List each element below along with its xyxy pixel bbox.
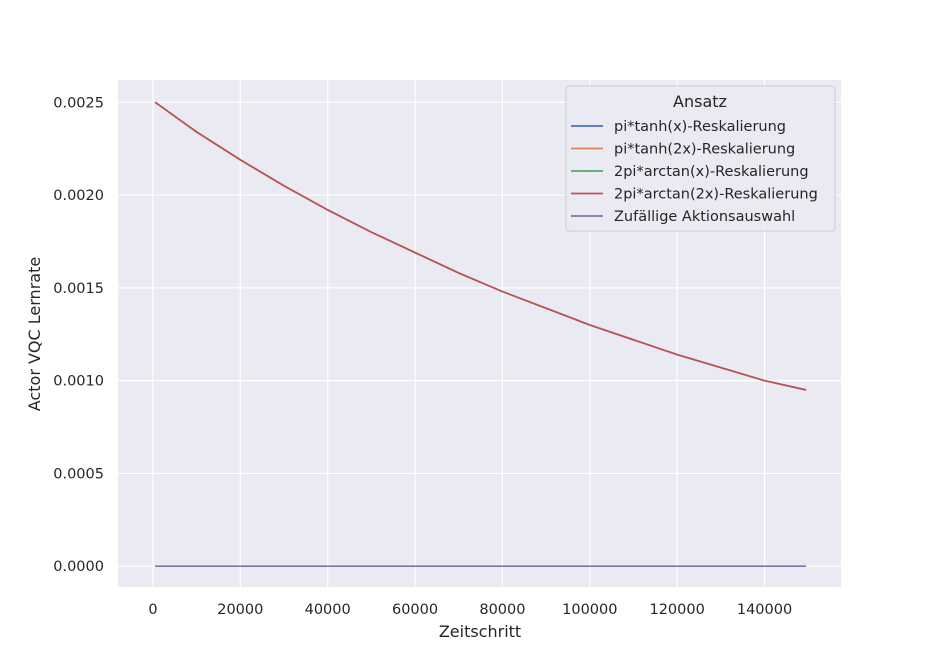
legend-entry-label: pi*tanh(x)-Reskalierung bbox=[614, 119, 786, 135]
legend-entry-label: 2pi*arctan(x)-Reskalierung bbox=[614, 164, 809, 180]
x-tick-label: 60000 bbox=[392, 602, 438, 618]
x-tick-label: 140000 bbox=[737, 602, 792, 618]
y-tick-label: 0.0020 bbox=[53, 188, 104, 204]
legend-entry-label: Zufällige Aktionsauswahl bbox=[614, 209, 795, 225]
x-tick-label: 100000 bbox=[562, 602, 617, 618]
legend: Ansatz pi*tanh(x)-Reskalierung pi*tanh(2x… bbox=[565, 85, 836, 232]
x-tick-label: 0 bbox=[148, 602, 157, 618]
x-axis-ticks: 0 20000 40000 60000 80000 100000 120000 140000 bbox=[148, 602, 792, 618]
y-tick-label: 0.0015 bbox=[53, 281, 104, 297]
y-tick-label: 0.0005 bbox=[53, 466, 104, 482]
y-tick-label: 0.0025 bbox=[53, 95, 104, 111]
y-tick-label: 0.0000 bbox=[53, 559, 104, 575]
x-tick-label: 120000 bbox=[649, 602, 704, 618]
y-axis-label: Actor VQC Lernrate bbox=[25, 257, 44, 411]
legend-entry-label: 2pi*arctan(2x)-Reskalierung bbox=[614, 187, 818, 203]
y-axis-ticks: 0.0000 0.0005 0.0010 0.0015 0.0020 0.0025 bbox=[53, 95, 104, 575]
x-tick-label: 80000 bbox=[479, 602, 525, 618]
legend-entry-label: pi*tanh(2x)-Reskalierung bbox=[614, 142, 795, 158]
series-lines bbox=[154, 101, 807, 568]
series-line bbox=[154, 101, 807, 391]
legend-title: Ansatz bbox=[673, 92, 727, 111]
x-tick-label: 20000 bbox=[217, 602, 263, 618]
x-tick-label: 40000 bbox=[305, 602, 351, 618]
legend-box bbox=[565, 85, 836, 232]
x-axis-label: Zeitschritt bbox=[439, 622, 521, 641]
y-tick-label: 0.0010 bbox=[53, 374, 104, 390]
